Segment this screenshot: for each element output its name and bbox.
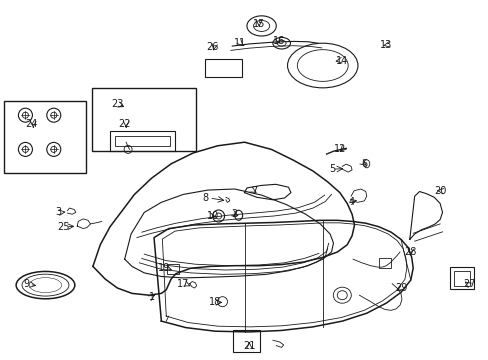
Text: 23: 23 xyxy=(111,99,123,109)
Bar xyxy=(205,59,242,77)
Text: 16: 16 xyxy=(272,36,285,46)
Bar xyxy=(4,101,85,173)
Text: 26: 26 xyxy=(206,42,219,52)
Bar xyxy=(92,88,195,151)
Text: 22: 22 xyxy=(118,119,131,129)
Text: 18: 18 xyxy=(208,297,221,307)
Text: 11: 11 xyxy=(233,38,245,48)
Bar xyxy=(453,271,468,286)
Text: 8: 8 xyxy=(202,193,208,203)
Text: 20: 20 xyxy=(433,186,446,196)
Text: 24: 24 xyxy=(25,119,38,129)
Text: 10: 10 xyxy=(206,211,219,221)
Bar xyxy=(110,131,175,152)
Bar xyxy=(115,136,170,147)
Text: 17: 17 xyxy=(177,279,189,289)
Text: 21: 21 xyxy=(243,341,255,351)
Text: 15: 15 xyxy=(252,19,265,30)
Text: 4: 4 xyxy=(348,197,354,207)
Text: 3: 3 xyxy=(56,207,61,217)
Text: 12: 12 xyxy=(333,144,346,154)
Bar xyxy=(378,258,390,269)
Bar xyxy=(448,267,472,289)
Text: 9: 9 xyxy=(24,279,30,289)
Bar xyxy=(166,264,178,274)
Text: 7: 7 xyxy=(251,186,257,196)
Text: 28: 28 xyxy=(404,247,416,257)
Text: 1: 1 xyxy=(148,292,154,302)
Text: 2: 2 xyxy=(231,209,237,219)
Text: 27: 27 xyxy=(462,279,475,289)
Text: 6: 6 xyxy=(361,159,366,169)
Text: 19: 19 xyxy=(157,263,170,273)
Text: 13: 13 xyxy=(379,40,392,50)
Text: 29: 29 xyxy=(394,283,407,293)
Text: 5: 5 xyxy=(329,164,335,174)
Text: 25: 25 xyxy=(57,222,70,232)
Text: 14: 14 xyxy=(335,56,348,66)
